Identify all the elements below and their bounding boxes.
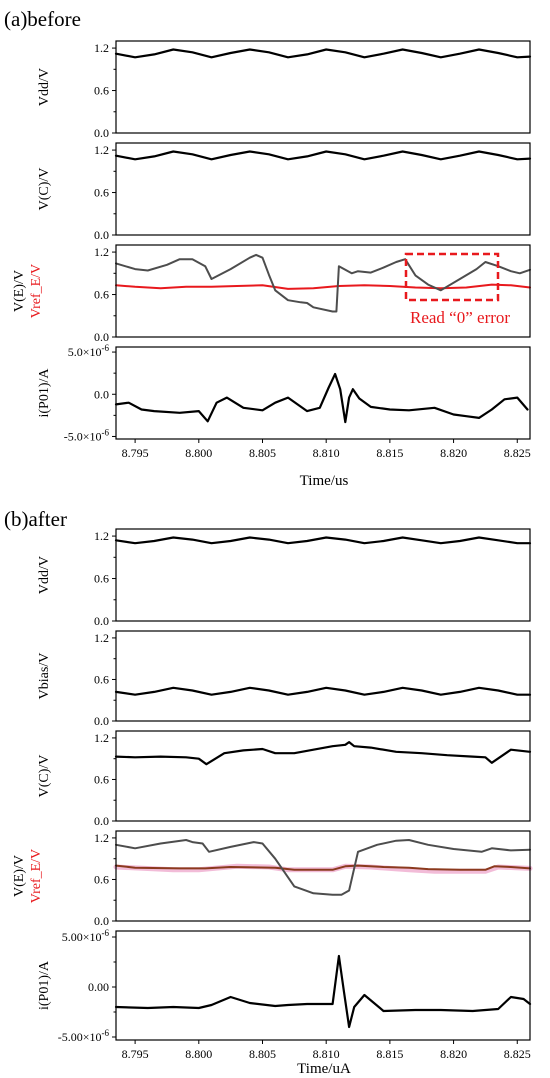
error-highlight-box: [404, 252, 500, 302]
chart-7-frame: [115, 830, 531, 922]
chart-4-ytick-label-0: 0.0: [94, 614, 109, 628]
chart-3-panel: -5.0×10-6 0.0 5.0×10-6 8.795 8.800 8.805 8.810…: [37, 343, 531, 460]
chart-5-ytick-label-1: 0.6: [94, 672, 109, 686]
chart-3-xtick-label-4: 8.815: [376, 446, 403, 460]
chart-3-ytick-label-1: 0.0: [94, 387, 109, 401]
chart-7-y-axis-title-2: Vref_E/V: [29, 849, 44, 903]
chart-8-frame: [115, 930, 531, 1041]
section-a-x-axis-title: Time/us: [300, 473, 349, 489]
chart-3-series-0-line: [114, 372, 529, 424]
chart-1-y-axis-title: V(C)/V: [37, 168, 52, 211]
chart-3-xtick-label-3: 8.810: [313, 446, 340, 460]
chart-4-y-axis-title: Vdd/V: [37, 556, 52, 594]
chart-6-panel: 0.0 0.6 1.2 V(C)/V: [37, 730, 532, 828]
chart-4-ytick-label-2: 1.2: [94, 529, 109, 543]
chart-8-xtick-label-1: 8.800: [185, 1047, 212, 1061]
chart-8-xtick-label-6: 8.825: [504, 1047, 531, 1061]
chart-8-ytick-label-2: 5.00×10-6: [62, 928, 110, 944]
chart-3-xtick-label-2: 8.805: [249, 446, 276, 460]
chart-6-ytick-label-2: 1.2: [94, 731, 109, 745]
chart-7-series-2-line: [115, 839, 531, 896]
chart-6-y-axis-title: V(C)/V: [37, 755, 52, 798]
chart-8-xtick-label-4: 8.815: [376, 1047, 403, 1061]
chart-5-frame: [115, 630, 531, 722]
chart-0-ytick-label-0: 0.0: [94, 126, 109, 140]
chart-8-ytick-exp-0: -6: [102, 1028, 110, 1038]
chart-1-ytick-label-1: 0.6: [94, 186, 109, 200]
chart-8-xtick-label-2: 8.805: [249, 1047, 276, 1061]
chart-4-panel: 0.0 0.6 1.2 Vdd/V: [37, 528, 532, 628]
chart-7-ytick-label-0: 0.0: [94, 914, 109, 928]
chart-2-ytick-label-2: 1.2: [94, 245, 109, 259]
chart-6-frame: [115, 730, 531, 822]
chart-1-frame: [115, 142, 531, 236]
chart-3-xtick-label-5: 8.820: [440, 446, 467, 460]
chart-5-y-axis-title: Vbias/V: [37, 653, 52, 700]
chart-8-xtick-label-3: 8.810: [313, 1047, 340, 1061]
chart-3-xtick-label-0: 8.795: [122, 446, 149, 460]
chart-5-ytick-label-0: 0.0: [94, 714, 109, 728]
chart-4-series-0-line: [114, 536, 532, 545]
chart-5-ytick-label-2: 1.2: [94, 631, 109, 645]
chart-7-y-axis-title: V(E)/V: [12, 855, 27, 897]
chart-1-panel: 0.0 0.6 1.2 V(C)/V: [37, 142, 532, 242]
chart-2-panel: 0.0 0.6 1.2 V(E)/V Vref_E/V: [12, 244, 531, 344]
plot-panels: 0.0 0.6 1.2 Vdd/V 0.0 0.6 1.2 V(C)/V 0.0 0.6 1.2 V(…: [12, 40, 533, 1061]
chart-8-ytick-label-1: 0.00: [88, 980, 109, 994]
section-b-label: (b)after: [4, 507, 67, 531]
chart-8-xtick-label-0: 8.795: [122, 1047, 149, 1061]
chart-2-ytick-label-0: 0.0: [94, 330, 109, 344]
chart-8-panel: -5.00×10-6 0.00 5.00×10-6 8.795 8.800 8.805 8.…: [37, 928, 532, 1061]
chart-3-ytick-exp-0: -6: [102, 427, 110, 437]
chart-2-frame: [115, 244, 531, 338]
chart-7-panel: 0.0 0.6 1.2 V(E)/V Vref_E/V: [12, 830, 533, 928]
chart-0-ytick-label-2: 1.2: [94, 41, 109, 55]
chart-2-series-1-line: [115, 253, 531, 313]
chart-4-ytick-label-1: 0.6: [94, 572, 109, 586]
chart-5-series-0-line: [114, 686, 532, 696]
chart-0-y-axis-title: Vdd/V: [37, 68, 52, 106]
chart-1-series-0-line: [114, 150, 532, 161]
chart-8-ytick-label-0: -5.00×10-6: [58, 1028, 110, 1044]
chart-8-xtick-label-5: 8.820: [440, 1047, 467, 1061]
chart-2-y-axis-title: V(E)/V: [12, 270, 27, 312]
chart-5-panel: 0.0 0.6 1.2 Vbias/V: [37, 630, 532, 728]
chart-0-ytick-label-1: 0.6: [94, 84, 109, 98]
chart-8-y-axis-title: i(P01)/A: [37, 960, 52, 1010]
chart-3-ytick-label-0: -5.0×10-6: [64, 427, 110, 443]
section-a-label: (a)before: [4, 7, 81, 31]
chart-2-y-axis-title-2: Vref_E/V: [29, 264, 44, 318]
chart-3-y-axis-title: i(P01)/A: [37, 368, 52, 418]
chart-2-ytick-label-1: 0.6: [94, 288, 109, 302]
chart-8-series-0-line: [114, 954, 532, 1029]
section-b-x-axis-title: Time/uA: [297, 1061, 351, 1077]
chart-7-ytick-label-2: 1.2: [94, 831, 109, 845]
chart-6-ytick-label-1: 0.6: [94, 772, 109, 786]
chart-3-frame: [115, 346, 531, 440]
error-annotation: Read “0” error: [410, 308, 510, 327]
chart-1-ytick-label-0: 0.0: [94, 228, 109, 242]
chart-6-series-0-line: [114, 740, 532, 766]
chart-4-frame: [115, 528, 531, 622]
chart-1-ytick-label-2: 1.2: [94, 143, 109, 157]
chart-3-ytick-exp-2: -6: [102, 343, 110, 353]
chart-7-series-1-line: [115, 864, 531, 871]
chart-0-panel: 0.0 0.6 1.2 Vdd/V: [37, 40, 532, 140]
chart-0-frame: [115, 40, 531, 134]
chart-6-ytick-label-0: 0.0: [94, 814, 109, 828]
chart-7-ytick-label-1: 0.6: [94, 872, 109, 886]
chart-2-series-0-line: [115, 283, 531, 290]
chart-3-ytick-label-2: 5.0×10-6: [68, 343, 110, 359]
chart-3-xtick-label-6: 8.825: [504, 446, 531, 460]
chart-0-series-0-line: [114, 48, 532, 59]
chart-8-ytick-exp-2: -6: [102, 928, 110, 938]
chart-3-xtick-label-1: 8.800: [185, 446, 212, 460]
